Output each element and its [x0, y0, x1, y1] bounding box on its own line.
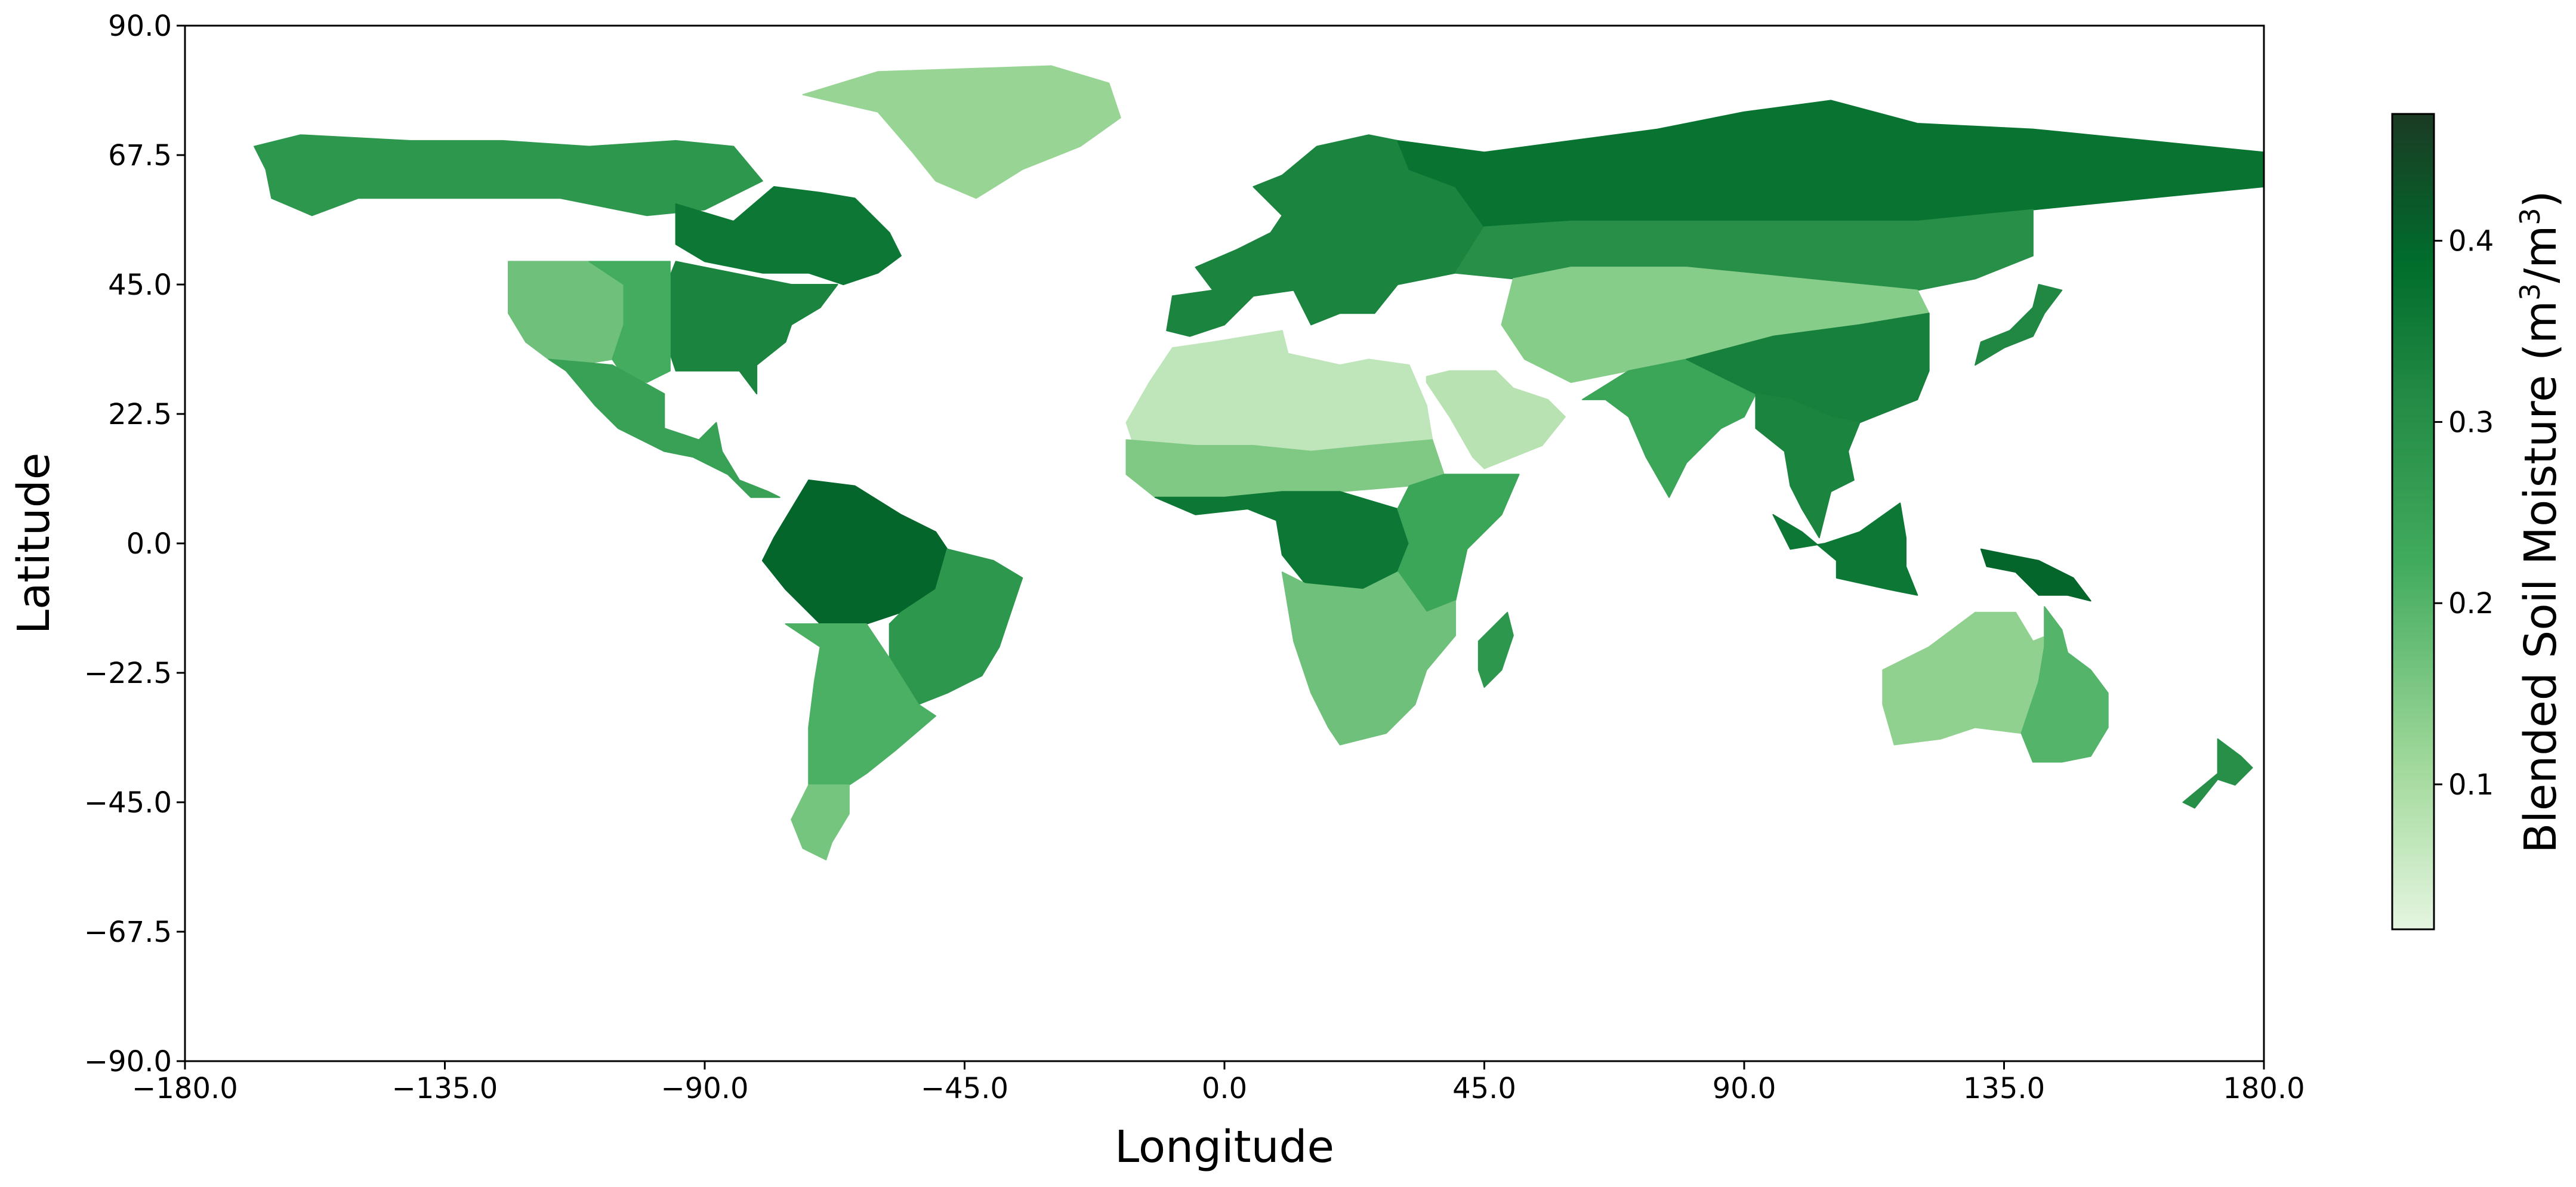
x-tick-label: 45.0 [1452, 1072, 1516, 1105]
land-region-mexico-central-america [548, 358, 780, 498]
colorbar: 0.10.20.30.4 Blended Soil Moisture (m3/m… [2391, 113, 2566, 931]
x-axis-title: Longitude [1115, 1121, 1334, 1173]
colorbar-tick-label: 0.1 [2448, 768, 2494, 802]
land-region-australia-east [2020, 606, 2109, 763]
x-tick-label: −135.0 [392, 1072, 498, 1105]
colorbar-tick-label: 0.4 [2448, 225, 2494, 258]
y-tick-label: 67.5 [108, 139, 172, 172]
colorbar-ticks: 0.1 0.2 0.3 0.4 [2434, 225, 2494, 802]
colorbar-title: Blended Soil Moisture (m3/m3) [2514, 190, 2566, 853]
x-axis-ticks: −180.0 −135.0 −90.0 −45.0 0.0 45.0 90.0 135.0 18… [132, 1061, 2305, 1105]
x-tick-label: −45.0 [921, 1072, 1008, 1105]
land-region-southern-africa [1281, 571, 1457, 746]
x-tick-label: 90.0 [1713, 1072, 1776, 1105]
colorbar-title-main: Blended Soil Moisture (m [2515, 301, 2566, 854]
land-region-indonesia [1772, 502, 1918, 596]
y-tick-label: −67.5 [84, 916, 172, 949]
land-region-japan [1975, 284, 2063, 366]
land-region-canada-east [675, 186, 902, 285]
y-tick-label: −22.5 [84, 657, 172, 690]
map-plot-area [184, 24, 2265, 1062]
colorbar-title-end: ) [2515, 190, 2566, 208]
land-region-new-zealand [2182, 738, 2253, 809]
land-region-greenland [802, 65, 1121, 199]
x-tick-label: −90.0 [661, 1072, 748, 1105]
colorbar-title-sup1: 3 [2514, 283, 2546, 301]
land-regions [254, 65, 2265, 861]
land-region-madagascar [1477, 611, 1514, 688]
land-region-brazil-east [889, 548, 1023, 705]
colorbar-tick-label: 0.2 [2448, 587, 2494, 620]
colorbar-title-sup2: 3 [2514, 208, 2546, 225]
colorbar-gradient [2391, 113, 2435, 931]
y-tick-label: −45.0 [84, 786, 172, 820]
y-tick-label: −90.0 [84, 1045, 172, 1078]
y-tick-label: 22.5 [108, 398, 172, 431]
land-region-southeast-asia [1755, 393, 1861, 539]
land-region-southern-cone [785, 623, 937, 786]
land-region-new-guinea [1980, 548, 2091, 602]
land-region-patagonia [791, 784, 850, 861]
colorbar-tick-label: 0.3 [2448, 406, 2494, 439]
y-tick-label: 90.0 [108, 10, 172, 43]
x-tick-label: 0.0 [1202, 1072, 1247, 1105]
y-axis-ticks: −90.0 −67.5 −45.0 −22.5 0.0 22.5 45.0 67.5 90.0 [84, 10, 185, 1078]
colorbar-title-mid: /m [2515, 225, 2566, 283]
land-region-arabia [1426, 370, 1566, 469]
y-tick-label: 0.0 [127, 527, 172, 561]
x-tick-label: 135.0 [1963, 1072, 2045, 1105]
y-tick-label: 45.0 [108, 268, 172, 302]
land-region-east-africa [1397, 474, 1520, 613]
y-axis-title: Latitude [8, 453, 60, 635]
x-tick-label: 180.0 [2223, 1072, 2304, 1105]
x-tick-label: −180.0 [132, 1072, 238, 1105]
